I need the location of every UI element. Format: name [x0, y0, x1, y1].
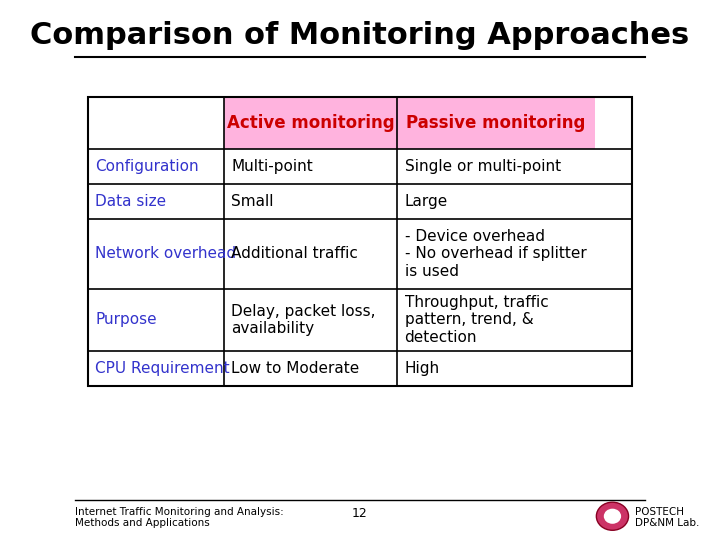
Circle shape	[604, 509, 621, 524]
Text: Network overhead: Network overhead	[95, 246, 236, 261]
Text: Large: Large	[405, 194, 448, 208]
Text: Throughput, traffic
pattern, trend, &
detection: Throughput, traffic pattern, trend, & de…	[405, 295, 549, 345]
Text: Low to Moderate: Low to Moderate	[231, 361, 359, 376]
Text: Data size: Data size	[95, 194, 166, 208]
Text: Comparison of Monitoring Approaches: Comparison of Monitoring Approaches	[30, 21, 690, 50]
Text: POSTECH
DP&NM Lab.: POSTECH DP&NM Lab.	[635, 507, 700, 528]
Text: Single or multi-point: Single or multi-point	[405, 159, 561, 173]
Text: Small: Small	[231, 194, 274, 208]
Text: 12: 12	[352, 507, 368, 519]
Text: CPU Requirement: CPU Requirement	[95, 361, 230, 376]
Circle shape	[596, 502, 629, 530]
Text: Purpose: Purpose	[95, 313, 157, 327]
Text: Additional traffic: Additional traffic	[231, 246, 358, 261]
Text: High: High	[405, 361, 440, 376]
FancyBboxPatch shape	[224, 97, 397, 149]
Text: - Device overhead
- No overhead if splitter
is used: - Device overhead - No overhead if split…	[405, 229, 586, 279]
Text: Passive monitoring: Passive monitoring	[406, 114, 586, 132]
Text: Active monitoring: Active monitoring	[227, 114, 395, 132]
Text: Delay, packet loss,
availability: Delay, packet loss, availability	[231, 303, 376, 336]
Text: Configuration: Configuration	[95, 159, 199, 173]
FancyBboxPatch shape	[397, 97, 595, 149]
Text: Multi-point: Multi-point	[231, 159, 313, 173]
Text: Internet Traffic Monitoring and Analysis:
Methods and Applications: Internet Traffic Monitoring and Analysis…	[76, 507, 284, 528]
